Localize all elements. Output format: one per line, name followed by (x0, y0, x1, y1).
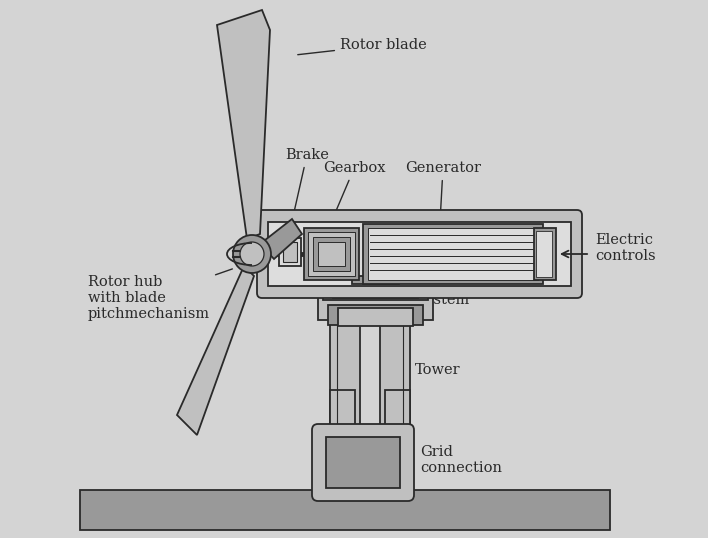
Bar (283, 242, 297, 262)
Bar (268, 222, 571, 286)
Bar (536, 231, 552, 277)
Bar (304, 228, 359, 280)
Text: Tower: Tower (415, 363, 461, 377)
Bar (330, 390, 355, 435)
Text: Brake: Brake (285, 148, 329, 227)
Bar (352, 276, 399, 284)
Bar (279, 238, 301, 266)
Bar (380, 300, 410, 495)
Bar (330, 300, 360, 495)
Text: Rotor blade: Rotor blade (298, 38, 427, 55)
Bar (308, 232, 355, 276)
Text: Gearbox: Gearbox (323, 161, 385, 222)
Polygon shape (217, 10, 270, 239)
Polygon shape (177, 266, 254, 435)
Bar (534, 228, 556, 280)
Ellipse shape (233, 235, 271, 273)
Text: Rotor hub
with blade
pitchmechanism: Rotor hub with blade pitchmechanism (88, 269, 232, 321)
Bar (326, 437, 400, 488)
Bar (338, 308, 413, 326)
Bar (385, 390, 410, 435)
Bar (318, 242, 345, 266)
Text: Yaw system: Yaw system (377, 284, 469, 307)
Bar (318, 290, 433, 320)
Text: Grid
connection: Grid connection (420, 445, 502, 475)
Bar (313, 237, 350, 271)
Bar (323, 280, 428, 300)
Bar (348, 273, 403, 285)
Ellipse shape (240, 242, 264, 266)
Bar (80, 490, 610, 530)
Bar (363, 224, 543, 284)
Text: Generator: Generator (405, 161, 481, 219)
Polygon shape (260, 219, 302, 259)
Bar (368, 228, 538, 280)
Bar (328, 305, 423, 325)
FancyBboxPatch shape (312, 424, 414, 501)
FancyBboxPatch shape (257, 210, 582, 298)
Text: Electric
controls: Electric controls (595, 233, 656, 263)
Bar (333, 282, 418, 298)
